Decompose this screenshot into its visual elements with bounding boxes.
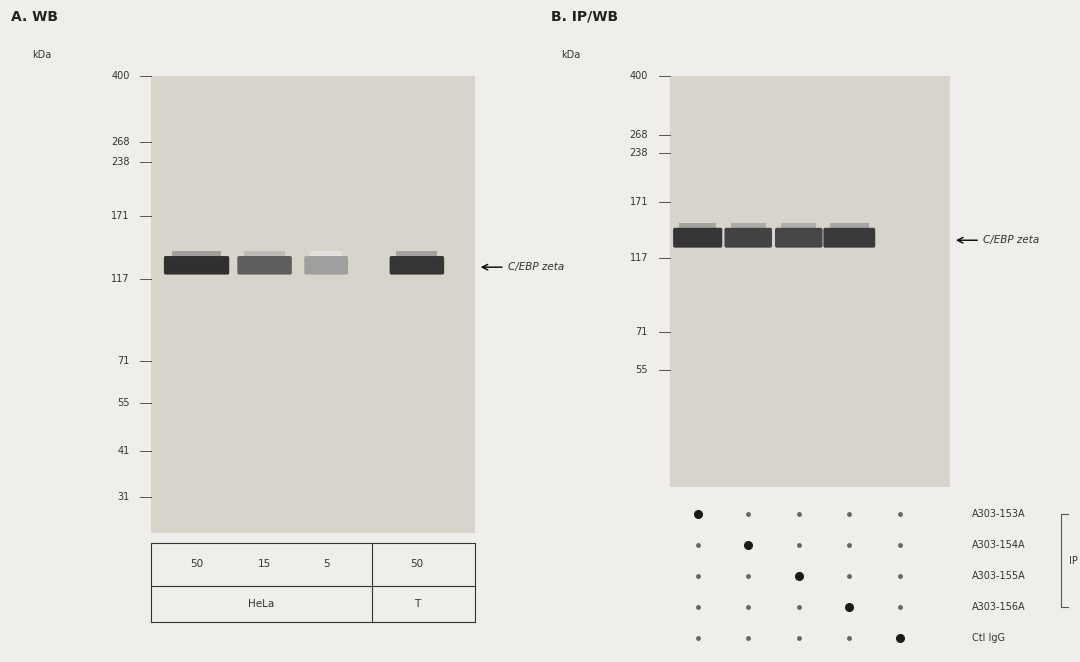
Text: 400: 400 [111, 71, 130, 81]
Text: A303-156A: A303-156A [972, 602, 1026, 612]
FancyBboxPatch shape [164, 256, 229, 275]
Text: 171: 171 [630, 197, 648, 207]
Text: 50: 50 [190, 559, 203, 569]
Text: 71: 71 [118, 356, 130, 366]
FancyBboxPatch shape [305, 256, 348, 275]
Bar [829, 223, 868, 231]
FancyBboxPatch shape [725, 228, 772, 248]
Text: 117: 117 [111, 273, 130, 283]
Text: A303-155A: A303-155A [972, 571, 1026, 581]
Bar [670, 76, 950, 487]
Text: A303-154A: A303-154A [972, 540, 1026, 550]
Bar [730, 223, 766, 231]
Text: B. IP/WB: B. IP/WB [551, 10, 618, 24]
Text: kDa: kDa [32, 50, 52, 60]
FancyBboxPatch shape [823, 228, 875, 248]
Bar [151, 76, 475, 533]
Text: 15: 15 [258, 559, 271, 569]
Text: 171: 171 [111, 211, 130, 221]
Text: 71: 71 [636, 327, 648, 337]
Text: 55: 55 [635, 365, 648, 375]
Text: C/EBP zeta: C/EBP zeta [508, 262, 564, 272]
Text: Ctl IgG: Ctl IgG [972, 634, 1005, 643]
Text: 238: 238 [111, 157, 130, 167]
FancyBboxPatch shape [775, 228, 823, 248]
Text: IP: IP [1069, 555, 1078, 566]
Text: 268: 268 [111, 137, 130, 147]
Text: 238: 238 [630, 148, 648, 158]
Bar [310, 252, 342, 260]
Text: 117: 117 [630, 253, 648, 263]
FancyBboxPatch shape [238, 256, 292, 275]
Text: 41: 41 [118, 446, 130, 456]
Text: 400: 400 [630, 71, 648, 81]
Text: 55: 55 [117, 398, 130, 408]
Bar [781, 223, 816, 231]
Text: T: T [414, 599, 420, 609]
Text: HeLa: HeLa [248, 599, 274, 609]
Bar [172, 252, 221, 260]
Text: 5: 5 [323, 559, 329, 569]
FancyBboxPatch shape [390, 256, 444, 275]
Text: kDa: kDa [562, 50, 581, 60]
Text: 268: 268 [630, 130, 648, 140]
Text: 50: 50 [410, 559, 423, 569]
Bar [244, 252, 285, 260]
Bar [396, 252, 437, 260]
Text: A303-153A: A303-153A [972, 509, 1026, 519]
Text: C/EBP zeta: C/EBP zeta [983, 235, 1039, 245]
Bar [679, 223, 716, 231]
Text: A. WB: A. WB [11, 10, 58, 24]
FancyBboxPatch shape [673, 228, 723, 248]
Text: 31: 31 [118, 493, 130, 502]
